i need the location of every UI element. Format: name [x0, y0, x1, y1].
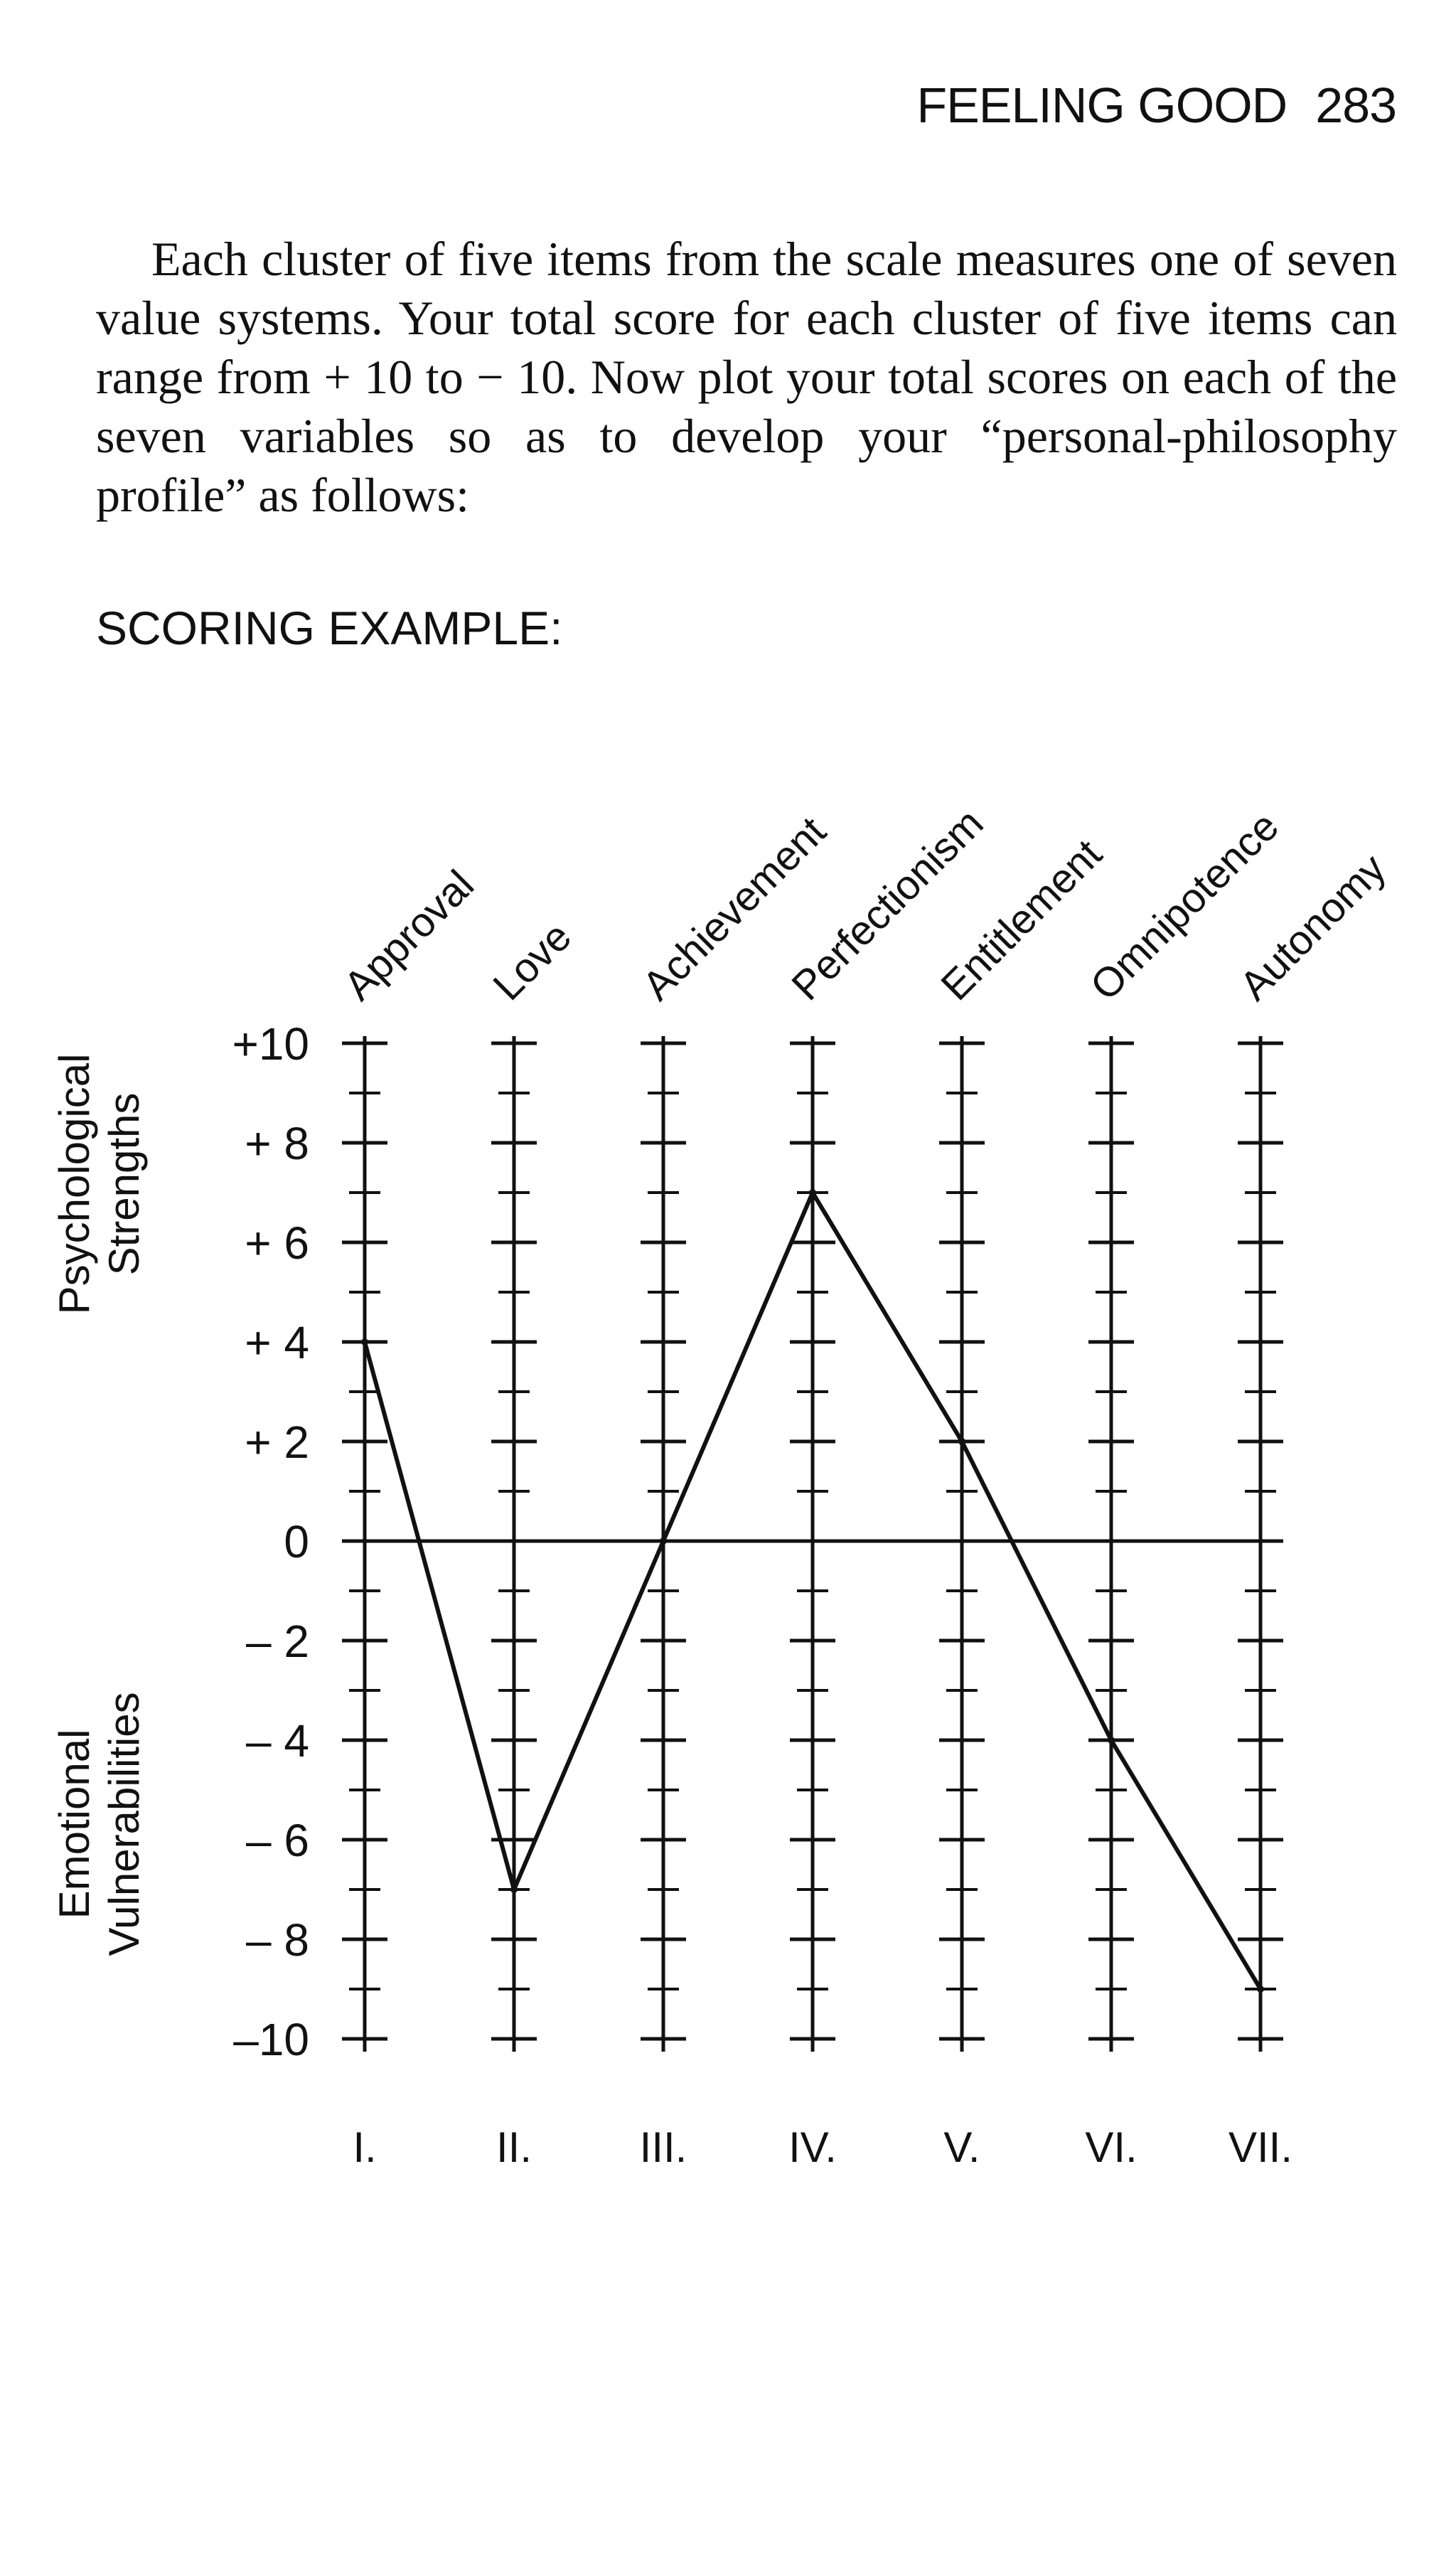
- category-label-love: Love: [484, 913, 580, 1009]
- y-group-label-line: Vulnerabilities: [100, 1692, 148, 1956]
- axis-approval: [342, 1036, 387, 2052]
- y-tick-label: – 2: [246, 1616, 309, 1667]
- data-point-love: [510, 1886, 518, 1893]
- data-point-autonomy: [1257, 1986, 1264, 1993]
- axis-entitlement: [939, 1036, 985, 2052]
- roman-numeral-labels: I. II. III. IV. V. VI. VII.: [353, 2123, 1292, 2171]
- scoring-example-label: SCORING EXAMPLE:: [96, 602, 563, 654]
- y-tick-label: + 6: [245, 1217, 309, 1269]
- roman-numeral-label: V.: [943, 2123, 980, 2171]
- y-tick-label: + 8: [245, 1118, 309, 1169]
- y-group-label-line: Strengths: [100, 1093, 148, 1276]
- data-point-approval: [361, 1338, 368, 1345]
- profile-chart: Psychological Strengths Emotional Vulnerab…: [50, 800, 1395, 2171]
- running-head-title: FEELING GOOD: [916, 78, 1288, 133]
- roman-numeral-label: VI.: [1085, 2123, 1137, 2171]
- page-number: 283: [1315, 78, 1397, 133]
- category-label-approval: Approval: [335, 861, 483, 1009]
- axis-love: [491, 1036, 537, 2052]
- y-group-label-line: Emotional: [50, 1729, 98, 1919]
- y-tick-label: + 2: [245, 1417, 309, 1468]
- y-tick-label: +10: [232, 1018, 309, 1070]
- y-tick-labels: +10 + 8 + 6 + 4 + 2 0 – 2 – 4 – 6 – 8 –10: [232, 1018, 309, 2065]
- data-point-omnipotence: [1108, 1737, 1115, 1744]
- axis-autonomy: [1238, 1036, 1283, 2052]
- roman-numeral-label: IV.: [788, 2123, 837, 2171]
- roman-numeral-label: II.: [496, 2123, 532, 2171]
- category-labels: Approval Love AchievementPerfectionismEnti…: [335, 800, 1395, 1009]
- running-head: FEELING GOOD 283: [916, 77, 1397, 134]
- y-group-label-line: Psychological: [50, 1054, 98, 1315]
- intro-paragraph: Each cluster of five items from the scal…: [96, 232, 1397, 522]
- data-point-perfectionism: [809, 1189, 816, 1196]
- y-axis-label-vulnerabilities: Emotional Vulnerabilities: [50, 1692, 148, 1956]
- profile-series: [361, 1188, 1264, 1993]
- y-tick-label: –10: [233, 2014, 309, 2065]
- data-point-achievement: [660, 1537, 667, 1545]
- y-tick-label: – 8: [246, 1914, 309, 1966]
- y-tick-label: – 6: [246, 1815, 309, 1866]
- y-tick-label: 0: [284, 1516, 309, 1567]
- roman-numeral-label: III.: [640, 2123, 687, 2171]
- data-point-entitlement: [958, 1438, 965, 1445]
- y-tick-label: + 4: [245, 1317, 309, 1368]
- axis-perfectionism: [790, 1036, 835, 2052]
- roman-numeral-label: VII.: [1228, 2123, 1292, 2171]
- y-tick-label: – 4: [246, 1715, 309, 1766]
- category-label-autonomy: Autonomy: [1231, 846, 1395, 1010]
- y-axis-label-strengths: Psychological Strengths: [50, 1054, 148, 1315]
- roman-numeral-label: I.: [353, 2123, 376, 2171]
- axis-omnipotence: [1088, 1036, 1134, 2052]
